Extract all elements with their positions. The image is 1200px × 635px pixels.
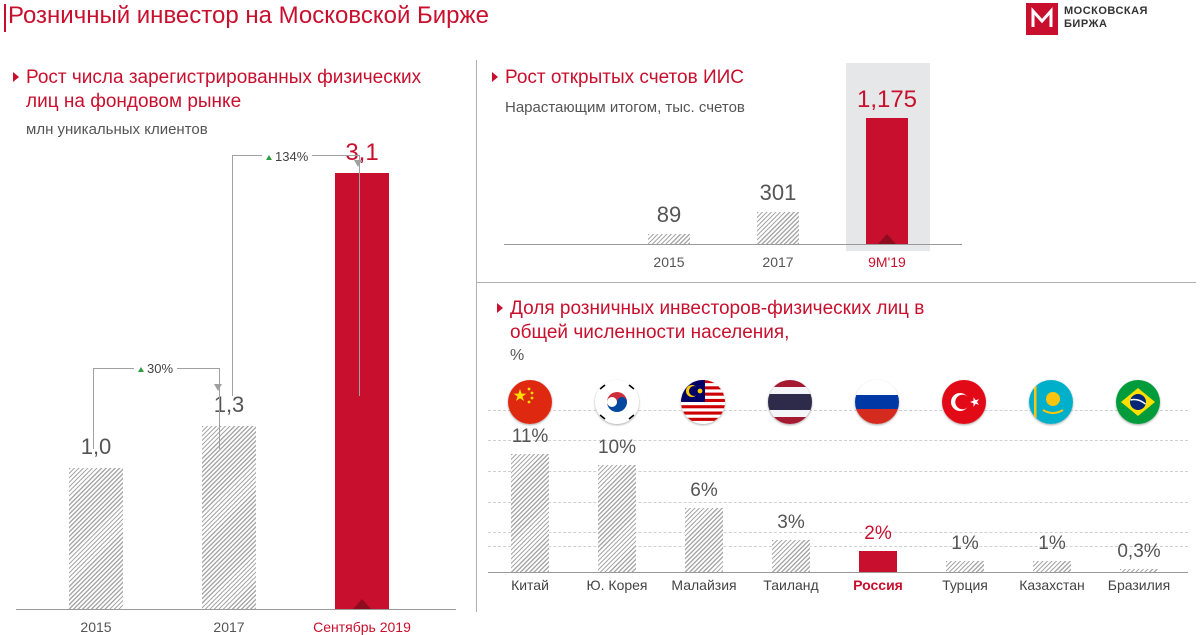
chart-bar — [1033, 561, 1071, 572]
growth-badge-1: 30% — [134, 360, 178, 378]
data-label: 2% — [864, 522, 892, 544]
left-chart-subtitle: млн уникальных клиентов — [26, 121, 208, 138]
tick-label: 2017 — [762, 254, 794, 270]
chart-bar — [859, 550, 897, 572]
left-chart-axis — [16, 609, 456, 610]
share-chart-title: Доля розничных инвесторов-физических лиц… — [497, 297, 1110, 345]
data-label: 6% — [690, 479, 718, 501]
tick-label: Россия — [853, 577, 903, 593]
moex-logo: МОСКОВСКАЯ БИРЖА — [1026, 3, 1176, 35]
chart-bar — [648, 234, 690, 244]
south-korea-flag-icon — [595, 380, 639, 424]
data-label: 1,3 — [213, 392, 245, 418]
tick-label: 2015 — [80, 619, 112, 635]
moex-logo-line1: МОСКОВСКАЯ — [1064, 5, 1148, 17]
share-chart-axis — [488, 572, 1188, 573]
malaysia-flag-icon — [681, 380, 725, 424]
chart-bar — [598, 464, 636, 572]
growth-badge-2: 134% — [262, 148, 313, 166]
tick-label: Казахстан — [1019, 577, 1085, 593]
chart-bar — [1120, 568, 1158, 572]
moex-logo-icon — [1026, 3, 1058, 35]
kazakhstan-flag-icon — [1029, 380, 1073, 424]
iis-chart-axis — [504, 244, 962, 245]
page-title: Розничный инвестор на Московской Бирже — [8, 2, 489, 29]
iis-chart-title: Рост открытых счетов ИИС — [492, 66, 825, 90]
data-label: 1% — [1038, 533, 1066, 555]
turkey-flag-icon — [942, 380, 986, 424]
growth-arrowhead-2 — [354, 160, 362, 167]
tick-label: 9M'19 — [868, 254, 906, 270]
tick-label: Бразилия — [1107, 577, 1171, 593]
data-label: 11% — [511, 426, 549, 447]
tick-label: Турция — [942, 577, 988, 593]
chart-bar — [511, 454, 549, 572]
up-arrow-icon — [138, 367, 144, 372]
tick-label: 2015 — [653, 254, 685, 270]
divider-horizontal — [476, 282, 1196, 283]
chart-bar — [202, 426, 256, 609]
data-label: 10% — [597, 436, 637, 458]
growth-arrowhead-1 — [214, 384, 222, 391]
up-arrow-icon — [266, 155, 272, 160]
data-label: 1,175 — [856, 86, 918, 113]
bar-notch-icon — [353, 599, 371, 609]
tick-label: Таиланд — [763, 577, 819, 593]
russia-flag-icon — [855, 380, 899, 424]
tick-label: Малайзия — [671, 577, 737, 593]
bar-notch-icon — [878, 234, 896, 244]
brazil-flag-icon — [1116, 380, 1160, 424]
iis-chart-subtitle: Нарастающим итогом, тыс. счетов — [505, 99, 745, 116]
bullet-triangle-icon — [13, 72, 19, 82]
growth-connector-1 — [93, 368, 220, 449]
data-label: 89 — [656, 202, 682, 228]
chart-bar — [69, 468, 123, 609]
data-label: 3% — [777, 511, 805, 533]
chart-bar — [757, 211, 799, 244]
bullet-triangle-icon — [497, 303, 503, 313]
tick-label: Китай — [511, 577, 549, 593]
tick-label: 2017 — [213, 619, 245, 635]
chart-bar — [866, 118, 908, 244]
data-label: 1% — [951, 533, 979, 555]
growth-connector-2 — [232, 155, 360, 396]
bullet-triangle-icon — [492, 72, 498, 82]
divider-vertical — [476, 60, 477, 612]
tick-label: Ю. Корея — [586, 577, 648, 593]
data-label: 301 — [759, 179, 797, 205]
moex-logo-line2: БИРЖА — [1064, 18, 1108, 30]
china-flag-icon — [508, 380, 552, 424]
title-accent-bar — [4, 4, 6, 32]
share-chart-unit: % — [510, 347, 525, 364]
tick-label: Сентябрь 2019 — [313, 619, 411, 635]
left-chart-area: 1,0 2015 1,3 2017 3,1 Сентябрь 2019 — [0, 0, 476, 635]
data-label: 0,3% — [1117, 540, 1161, 562]
data-label: 3,1 — [345, 139, 379, 166]
chart-bar — [772, 539, 810, 572]
chart-bar — [685, 507, 723, 572]
chart-bar — [335, 173, 389, 609]
data-label: 1,0 — [80, 434, 112, 460]
chart-bar — [946, 561, 984, 572]
thailand-flag-icon — [768, 380, 812, 424]
left-chart-title: Рост числа зарегистрированных физических… — [13, 66, 476, 114]
